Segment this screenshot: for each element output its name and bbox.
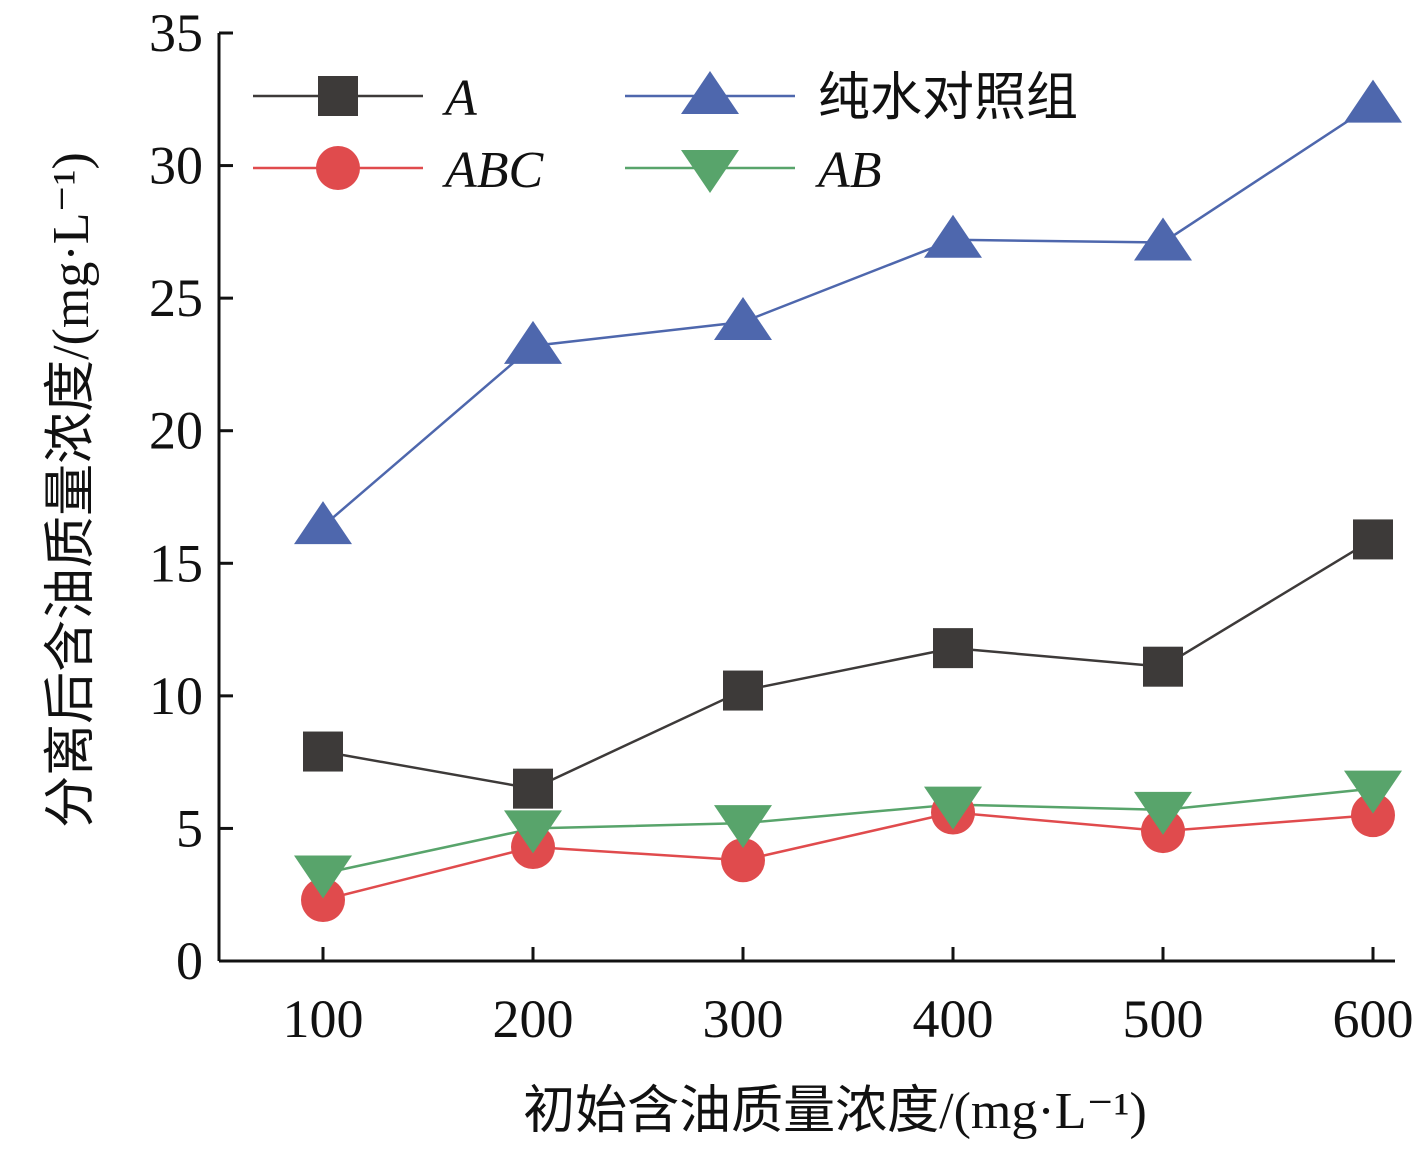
data-point xyxy=(303,731,343,772)
data-point xyxy=(1353,519,1393,560)
data-point xyxy=(513,768,553,809)
data-point xyxy=(294,501,352,545)
data-point xyxy=(1143,646,1183,687)
data-point xyxy=(721,838,765,883)
y-tick-label: 10 xyxy=(149,666,203,726)
x-axis-title: 初始含油质量浓度/(mg·L⁻¹) xyxy=(523,1083,1147,1140)
data-point xyxy=(924,214,982,258)
x-tick-label: 600 xyxy=(1333,989,1414,1049)
data-point xyxy=(1344,770,1402,814)
data-point xyxy=(1134,217,1192,261)
legend-marker xyxy=(318,76,358,116)
y-tick-label: 25 xyxy=(149,268,203,328)
legend-marker xyxy=(681,71,739,114)
data-point xyxy=(1351,793,1395,838)
series-line xyxy=(322,103,1374,528)
legend-marker xyxy=(316,146,360,190)
data-point xyxy=(1344,79,1402,123)
series-line xyxy=(322,538,1374,790)
data-point xyxy=(714,297,772,341)
data-point xyxy=(301,878,345,923)
data-point xyxy=(933,628,973,669)
x-tick-label: 300 xyxy=(703,989,784,1049)
y-tick-label: 20 xyxy=(149,401,203,461)
y-tick-label: 15 xyxy=(149,533,203,593)
y-tick-label: 0 xyxy=(176,931,203,991)
x-tick-label: 500 xyxy=(1123,989,1204,1049)
series-line xyxy=(322,811,1374,902)
series-line xyxy=(322,787,1374,875)
legend: A 纯水对照组 ABC AB xyxy=(253,70,1078,199)
axes: 0 5 10 15 20 25 30 35 100 200 300 400 500 600 xyxy=(149,3,1414,1049)
data-point xyxy=(723,670,763,711)
data-point xyxy=(1134,791,1192,835)
data-point xyxy=(504,320,562,364)
legend-label: 纯水对照组 xyxy=(818,70,1078,127)
x-tick-label: 100 xyxy=(283,989,364,1049)
legend-label: ABC xyxy=(442,142,545,199)
legend-marker xyxy=(681,150,739,193)
series-layer xyxy=(294,79,1402,923)
x-tick-label: 200 xyxy=(493,989,574,1049)
data-point xyxy=(924,786,982,830)
legend-label: A xyxy=(442,70,477,127)
data-point xyxy=(714,805,772,849)
y-tick-label: 30 xyxy=(149,136,203,196)
data-point xyxy=(504,810,562,854)
y-axis-title: 分离后含油质量浓度/(mg·L⁻¹) xyxy=(43,152,100,828)
x-tick-label: 400 xyxy=(913,989,994,1049)
y-tick-label: 5 xyxy=(176,798,203,858)
y-tick-label: 35 xyxy=(149,3,203,63)
data-point xyxy=(294,855,352,899)
legend-label: AB xyxy=(815,142,882,199)
